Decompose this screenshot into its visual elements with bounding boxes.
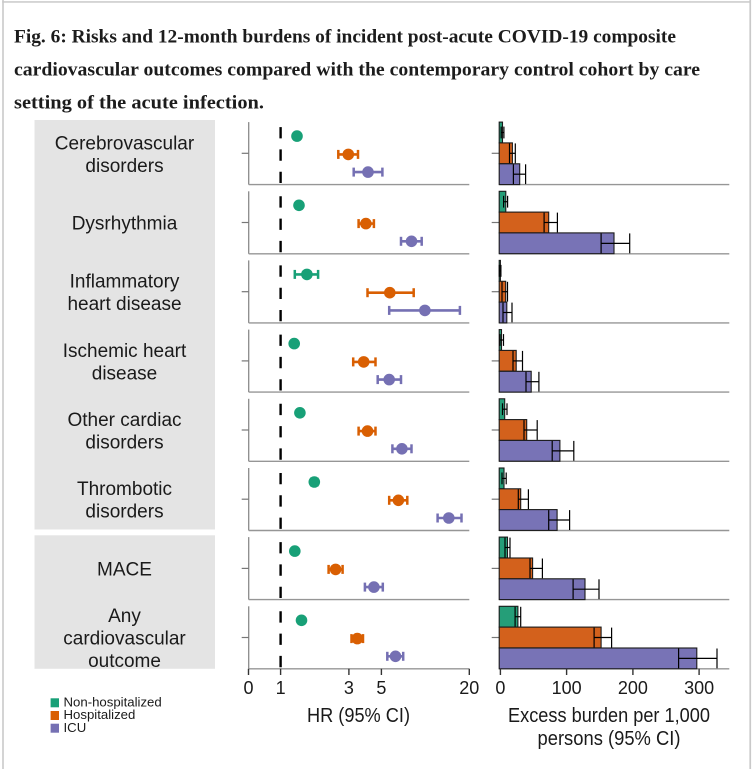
svg-text:disorders: disorders bbox=[85, 156, 163, 177]
svg-text:Fig. 6: Risks and 12-month bur: Fig. 6: Risks and 12-month burdens of in… bbox=[14, 27, 676, 48]
svg-text:3: 3 bbox=[344, 678, 354, 698]
svg-text:persons (95% CI): persons (95% CI) bbox=[538, 728, 681, 750]
svg-text:ICU: ICU bbox=[64, 720, 87, 735]
svg-text:Thrombotic: Thrombotic bbox=[77, 479, 172, 500]
svg-text:Cerebrovascular: Cerebrovascular bbox=[55, 133, 195, 154]
svg-text:Non-hospitalized: Non-hospitalized bbox=[64, 695, 162, 710]
svg-text:Hospitalized: Hospitalized bbox=[64, 707, 136, 722]
svg-text:20: 20 bbox=[459, 678, 479, 698]
svg-text:200: 200 bbox=[618, 678, 648, 698]
svg-text:300: 300 bbox=[684, 678, 714, 698]
svg-text:disorders: disorders bbox=[85, 433, 163, 454]
svg-text:Any: Any bbox=[108, 606, 141, 627]
svg-text:Excess burden per 1,000: Excess burden per 1,000 bbox=[508, 705, 710, 727]
svg-text:disorders: disorders bbox=[85, 502, 163, 523]
svg-text:outcome: outcome bbox=[88, 651, 161, 672]
svg-text:cardiovascular outcomes compar: cardiovascular outcomes compared with th… bbox=[14, 60, 700, 81]
svg-text:1: 1 bbox=[276, 678, 286, 698]
svg-text:100: 100 bbox=[552, 678, 582, 698]
svg-text:cardiovascular: cardiovascular bbox=[63, 629, 186, 650]
svg-text:HR (95% CI): HR (95% CI) bbox=[307, 705, 410, 727]
svg-text:Dysrhythmia: Dysrhythmia bbox=[72, 214, 178, 235]
svg-text:Ischemic heart: Ischemic heart bbox=[63, 341, 187, 362]
svg-text:Other cardiac: Other cardiac bbox=[67, 410, 181, 431]
svg-text:setting of the acute infection: setting of the acute infection. bbox=[14, 93, 264, 114]
svg-text:0: 0 bbox=[495, 678, 505, 698]
svg-text:Inflammatory: Inflammatory bbox=[70, 272, 180, 293]
svg-text:heart disease: heart disease bbox=[67, 294, 181, 315]
svg-text:disease: disease bbox=[92, 363, 158, 384]
svg-text:0: 0 bbox=[243, 678, 253, 698]
svg-text:MACE: MACE bbox=[97, 560, 152, 581]
svg-text:5: 5 bbox=[376, 678, 386, 698]
